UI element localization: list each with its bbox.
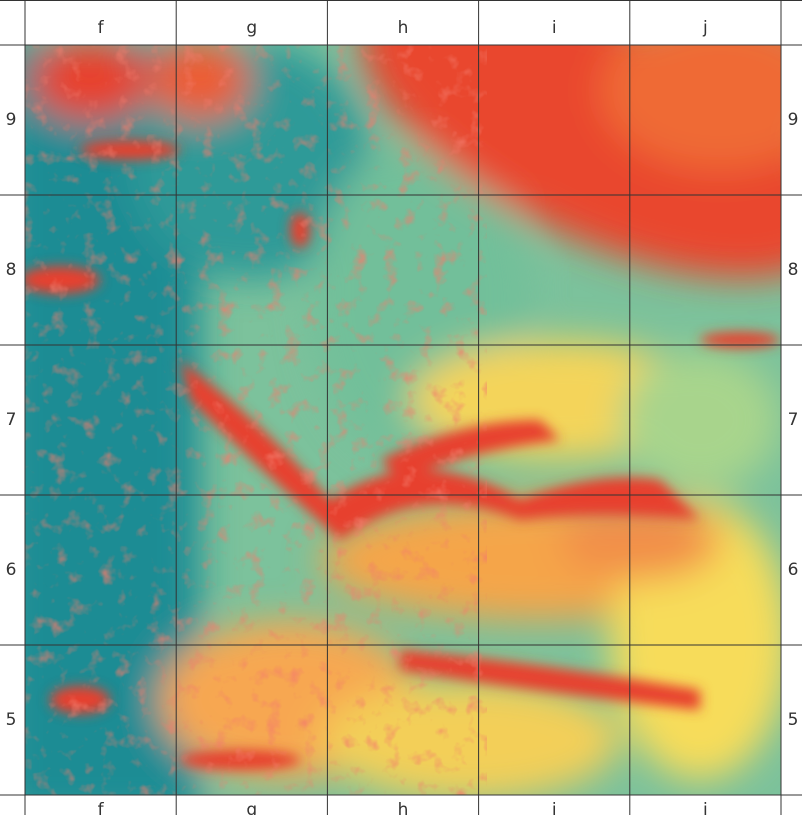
column-label: i (552, 800, 557, 815)
row-label: 7 (6, 410, 17, 430)
row-label: 6 (6, 560, 17, 580)
row-label: 6 (788, 560, 799, 580)
column-label: f (98, 18, 105, 38)
row-label: 7 (788, 410, 799, 430)
column-label: j (702, 18, 708, 38)
row-label: 9 (6, 110, 17, 130)
elevation-map (0, 0, 802, 815)
column-label: f (98, 800, 105, 815)
column-label: h (398, 18, 409, 38)
column-label: g (246, 18, 257, 38)
row-label: 8 (788, 260, 799, 280)
column-label: i (552, 18, 557, 38)
page: {"columns": ["f", "g", "h", "i", "j"], "… (0, 0, 802, 815)
column-label: g (246, 800, 257, 815)
row-label: 5 (6, 710, 17, 730)
row-label: 5 (788, 710, 799, 730)
column-label: h (398, 800, 409, 815)
column-label: j (702, 800, 708, 815)
map-sheet: f f g g h h i i j j 9 9 8 8 7 7 6 6 5 5 (0, 0, 802, 815)
row-label: 9 (788, 110, 799, 130)
row-label: 8 (6, 260, 17, 280)
